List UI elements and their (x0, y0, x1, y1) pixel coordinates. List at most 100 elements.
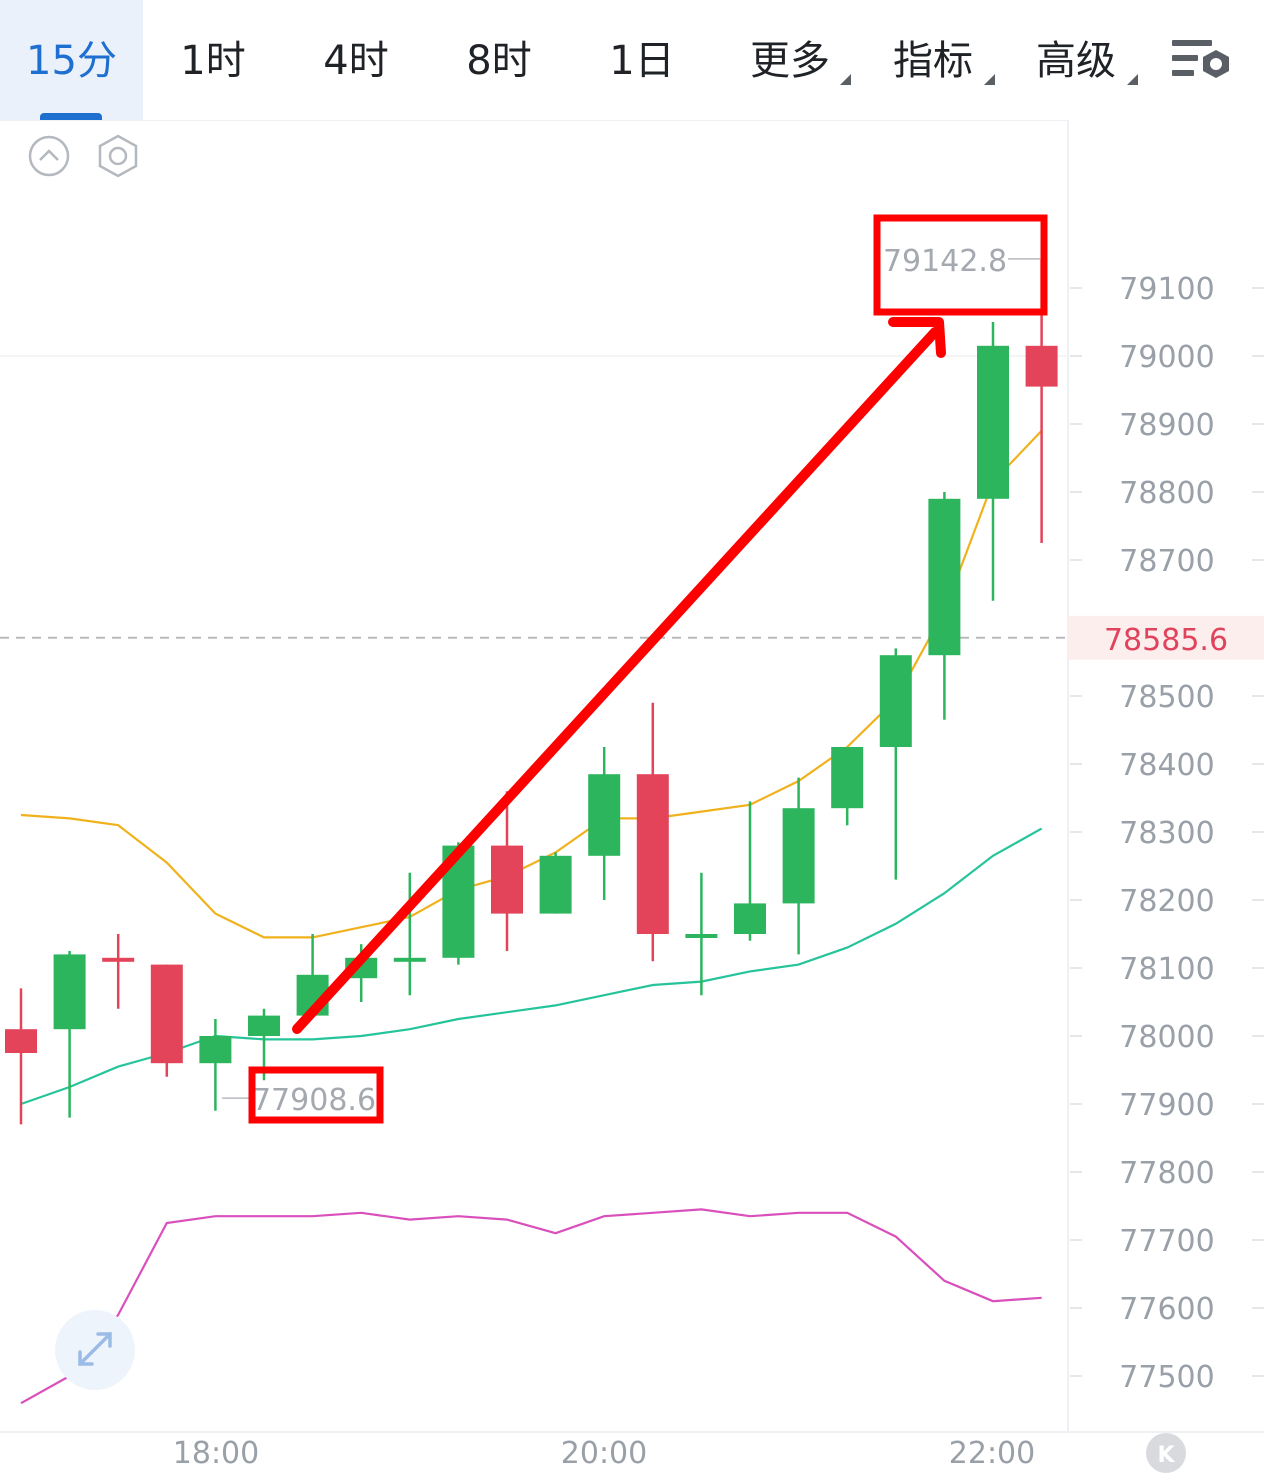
low-price-label: 77908.6 (252, 1083, 376, 1118)
hexagon-settings-icon[interactable] (96, 134, 140, 178)
candle (782, 777, 815, 955)
y-tick-label: 78800 (1119, 476, 1214, 511)
candle-body (831, 747, 864, 809)
tab-label: 4时 (323, 38, 389, 84)
high-price-label: 79142.8 (883, 244, 1007, 279)
tab-4hour[interactable]: 4时 (286, 0, 426, 120)
dropdown-arrow-icon (1127, 74, 1138, 85)
grid-lines (0, 120, 1264, 1433)
candle (102, 934, 135, 1009)
candle (442, 842, 475, 965)
candle-body (491, 845, 523, 914)
y-tick-label: 78000 (1119, 1020, 1214, 1055)
y-tick-label: 77900 (1119, 1088, 1214, 1123)
tab-label: 高级 (1036, 38, 1116, 84)
price-axis: 79100 79000 78900 78800 78700 78500 78400 78300… (1068, 272, 1264, 1395)
y-tick-label: 77600 (1119, 1292, 1214, 1327)
y-tick-label: 78900 (1119, 408, 1214, 443)
candles (5, 258, 1058, 1125)
candle-body (588, 774, 621, 856)
x-tick-label: 18:00 (173, 1436, 259, 1471)
lower-band-line (20, 1208, 1042, 1405)
candle-body (928, 498, 961, 656)
candle-body (539, 855, 572, 914)
candle (150, 964, 183, 1077)
y-tick-label: 78500 (1119, 680, 1214, 715)
tab-more[interactable]: 更多 (720, 0, 860, 120)
y-tick-label: 77800 (1119, 1156, 1214, 1191)
candlestick-chart: 79100 79000 78900 78800 78700 78500 78400 78300… (0, 120, 1264, 1473)
candle-body (636, 774, 669, 934)
trend-arrow-shaft (292, 327, 940, 1034)
tab-1day[interactable]: 1日 (572, 0, 712, 120)
tab-indicators[interactable]: 指标 (863, 0, 1003, 120)
upper-band-line (20, 827, 1043, 1106)
y-tick-label: 77700 (1119, 1224, 1214, 1259)
y-tick-label: 79000 (1119, 340, 1214, 375)
candle-body (685, 934, 718, 938)
current-price-label: 78585.6 (1104, 623, 1228, 658)
tab-15min[interactable]: 15分 (0, 0, 143, 120)
candle (199, 1019, 232, 1111)
y-tick-label: 78700 (1119, 544, 1214, 579)
tab-8hour[interactable]: 8时 (429, 0, 569, 120)
candle-body (5, 1029, 37, 1053)
x-tick-label: 22:00 (949, 1436, 1035, 1471)
candle-body (1025, 345, 1058, 387)
candle (879, 648, 912, 880)
k-logo-icon: K (1146, 1433, 1186, 1473)
candle-body (782, 808, 815, 904)
candle (5, 988, 37, 1125)
candle (977, 322, 1009, 601)
candle-body (248, 1015, 280, 1036)
candle-body (199, 1036, 232, 1064)
chart-settings-icon[interactable] (1170, 36, 1236, 88)
trend-arrow-head (888, 317, 946, 358)
indicator-lines (20, 430, 1043, 1405)
axis-background (1068, 120, 1264, 1432)
active-tab-indicator (40, 113, 102, 120)
y-tick-label: 78100 (1119, 952, 1214, 987)
y-tick-label: 78300 (1119, 816, 1214, 851)
candle (928, 492, 961, 720)
candle-body (53, 954, 86, 1030)
candle (734, 801, 766, 941)
tab-label: 15分 (26, 38, 117, 84)
y-tick-label: 78400 (1119, 748, 1214, 783)
candle (636, 702, 669, 962)
tab-label: 1时 (180, 38, 246, 84)
candle (393, 872, 426, 996)
tab-label: 指标 (893, 38, 973, 84)
tab-label: 更多 (750, 38, 830, 84)
candle-body (393, 957, 426, 962)
y-tick-label: 77500 (1119, 1360, 1214, 1395)
candle (491, 791, 523, 951)
tab-label: 8时 (466, 38, 532, 84)
high-highlight-box (873, 214, 1048, 316)
timeframe-tabs: 15分 1时 4时 8时 1日 更多 指标 高级 (0, 0, 1264, 121)
candle (831, 747, 864, 826)
tab-label: 1日 (609, 38, 675, 84)
candle (685, 872, 718, 996)
candle (1025, 258, 1058, 543)
tab-advanced[interactable]: 高级 (1006, 0, 1146, 120)
candle (539, 852, 572, 914)
y-tick-label: 78200 (1119, 884, 1214, 919)
expand-arrows-icon[interactable] (55, 1310, 135, 1390)
y-tick-label: 79100 (1119, 272, 1214, 307)
middle-band-line (20, 430, 1043, 939)
current-price-tag (1068, 615, 1264, 660)
tab-1hour[interactable]: 1时 (143, 0, 283, 120)
svg-text:K: K (1157, 1443, 1175, 1468)
time-axis: 18:00 20:00 22:00 (173, 1436, 1035, 1471)
annotations: 79142.8 77908.6 (222, 214, 1048, 1124)
candle-body (879, 655, 912, 747)
x-tick-label: 20:00 (561, 1436, 647, 1471)
dropdown-arrow-icon (984, 74, 995, 85)
candle-body (150, 964, 183, 1064)
candle-body (102, 957, 135, 962)
collapse-up-icon[interactable] (27, 134, 71, 178)
candle-body (977, 345, 1009, 499)
candle-body (734, 903, 766, 934)
low-highlight-box (248, 1066, 384, 1124)
